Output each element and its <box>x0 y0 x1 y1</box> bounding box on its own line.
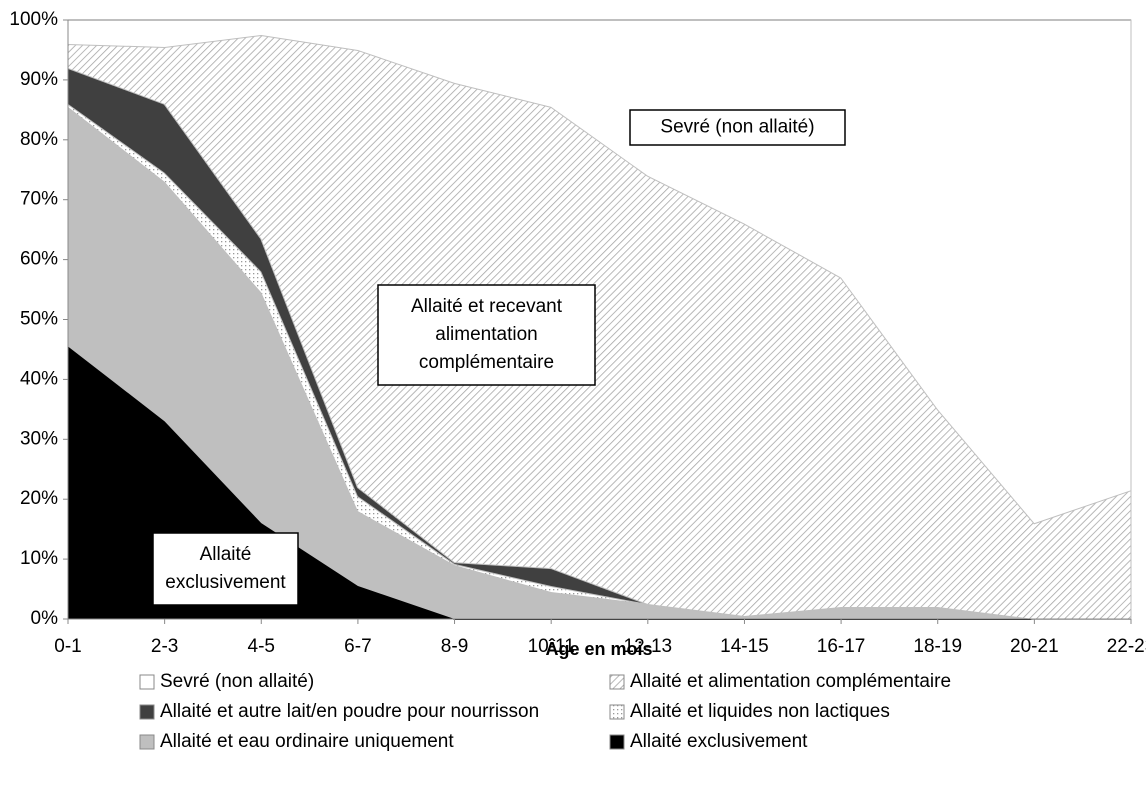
x-tick-label: 8-9 <box>441 636 468 657</box>
legend-label: Allaité et eau ordinaire uniquement <box>160 731 454 752</box>
legend-swatch <box>609 734 625 750</box>
x-tick-label: 0-1 <box>54 636 81 657</box>
legend-swatch <box>609 674 625 690</box>
y-tick-label: 30% <box>20 428 58 449</box>
legend-swatch <box>609 704 625 720</box>
y-tick-label: 50% <box>20 309 58 330</box>
x-tick-label: 18-19 <box>913 636 962 657</box>
annotation: complémentaire <box>419 352 554 373</box>
x-axis-label: Âge en mois <box>545 638 652 659</box>
annotation-box <box>152 532 299 606</box>
annotation: Allaité et recevant <box>411 296 563 317</box>
area <box>68 106 1131 620</box>
area <box>68 67 1131 620</box>
annotation-box <box>377 284 596 386</box>
legend-label: Allaité et liquides non lactiques <box>630 701 890 722</box>
x-tick-label: 16-17 <box>817 636 866 657</box>
y-tick-label: 0% <box>31 608 59 629</box>
legend-swatch <box>139 704 155 720</box>
annotation: exclusivement <box>165 572 286 593</box>
y-tick-label: 70% <box>20 189 58 210</box>
y-tick-label: 80% <box>20 129 58 150</box>
legend-label: Sevré (non allaité) <box>160 671 314 692</box>
legend-label: Allaité et alimentation complémentaire <box>630 671 951 692</box>
x-tick-label: 6-7 <box>344 636 371 657</box>
annotation: alimentation <box>435 324 537 345</box>
x-tick-label: 12-13 <box>624 636 673 657</box>
area <box>68 20 1131 524</box>
y-tick-label: 90% <box>20 69 58 90</box>
y-tick-label: 40% <box>20 368 58 389</box>
annotation: Allaité <box>200 544 252 565</box>
legend-label: Allaité et autre lait/en poudre pour nou… <box>160 701 539 722</box>
y-tick-label: 10% <box>20 548 58 569</box>
x-tick-label: 2-3 <box>151 636 178 657</box>
x-tick-label: 14-15 <box>720 636 769 657</box>
x-tick-label: 10-11 <box>528 636 575 657</box>
legend-swatch <box>139 674 155 690</box>
x-tick-label: 20-21 <box>1010 636 1059 657</box>
legend-swatch <box>139 734 155 750</box>
area <box>68 34 1131 620</box>
legend-label: Allaité exclusivement <box>630 731 808 752</box>
x-tick-label: 22-23 <box>1107 636 1146 657</box>
y-tick-label: 20% <box>20 488 58 509</box>
annotation-box <box>629 109 846 146</box>
y-tick-label: 100% <box>9 9 58 30</box>
y-tick-label: 60% <box>20 249 58 270</box>
annotation: Sevré (non allaité) <box>660 117 814 138</box>
x-tick-label: 4-5 <box>248 636 275 657</box>
